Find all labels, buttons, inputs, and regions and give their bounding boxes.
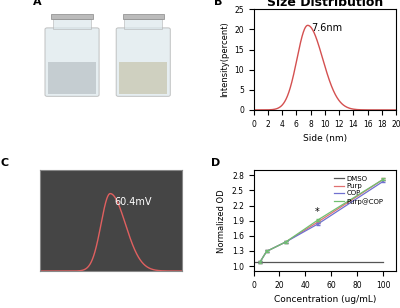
Text: *: * [314, 207, 319, 217]
Y-axis label: Normalized OD: Normalized OD [217, 189, 226, 253]
FancyBboxPatch shape [116, 28, 170, 96]
X-axis label: Side (nm): Side (nm) [303, 134, 347, 143]
Bar [48, 62, 96, 94]
COP [316, 222, 321, 225]
Line: COP: COP [260, 181, 383, 262]
Purp [258, 260, 262, 264]
Text: D: D [211, 158, 220, 168]
Purp@COP [381, 177, 386, 181]
X-axis label: Zeta potential: Zeta potential [79, 295, 143, 304]
Purp@COP [284, 240, 288, 244]
Purp [284, 240, 288, 244]
Title: Size Distribution: Size Distribution [267, 0, 383, 9]
Line: Purp@COP: Purp@COP [260, 179, 383, 262]
Purp [316, 220, 321, 224]
Text: 7.6nm: 7.6nm [311, 23, 342, 33]
COP [284, 240, 288, 244]
Purp@COP [316, 218, 321, 221]
Bar [119, 62, 168, 94]
Text: 60.4mV: 60.4mV [114, 197, 152, 207]
Y-axis label: Intensity(percent): Intensity(percent) [220, 22, 229, 97]
Purp@COP [264, 249, 269, 253]
Line: Purp: Purp [260, 179, 383, 262]
Bar [51, 14, 93, 19]
COP [258, 260, 262, 264]
FancyBboxPatch shape [45, 28, 99, 96]
X-axis label: Concentration (ug/mL): Concentration (ug/mL) [274, 295, 376, 304]
Bar [122, 14, 164, 19]
Purp@COP [258, 260, 262, 264]
Purp [381, 177, 386, 181]
Purp [264, 249, 269, 253]
Text: C: C [0, 158, 8, 168]
COP [264, 249, 269, 253]
COP [381, 180, 386, 183]
Bar [124, 19, 162, 29]
Y-axis label: Intensity(a.u.): Intensity(a.u.) [26, 191, 34, 250]
Legend: DMSO, Purp, COP, Purp@COP: DMSO, Purp, COP, Purp@COP [331, 173, 386, 207]
Text: A: A [33, 0, 42, 7]
Text: B: B [214, 0, 222, 7]
Bar [53, 19, 91, 29]
